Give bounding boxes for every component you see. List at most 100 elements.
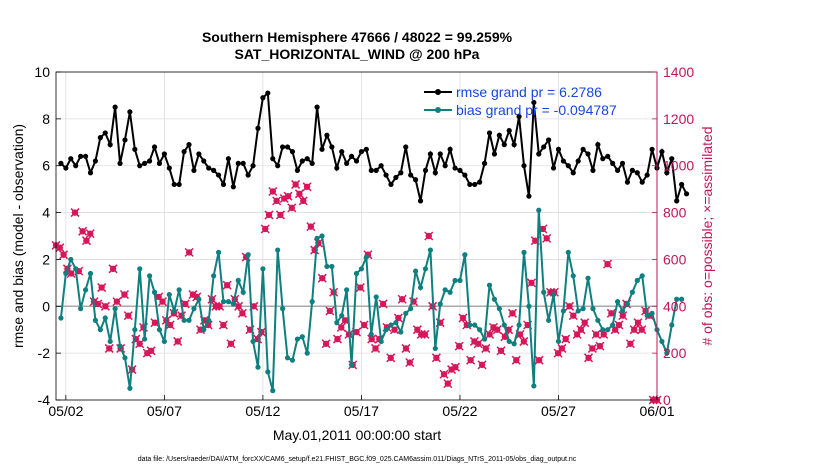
rmse-point bbox=[368, 167, 374, 173]
rmse-point bbox=[112, 104, 118, 110]
bias-point bbox=[68, 256, 74, 263]
bias-point bbox=[526, 303, 532, 309]
rmse-point bbox=[230, 184, 236, 190]
bias-point bbox=[610, 322, 616, 328]
rmse-point bbox=[186, 142, 192, 148]
bias-point bbox=[413, 268, 419, 274]
bias-point bbox=[472, 322, 478, 328]
bias-point bbox=[595, 317, 601, 323]
bias-point bbox=[280, 306, 286, 312]
rmse-point bbox=[63, 165, 69, 171]
bias-point bbox=[432, 345, 438, 352]
rmse-point bbox=[275, 163, 281, 169]
obs-assimilated-point bbox=[150, 318, 160, 328]
bias-point bbox=[511, 341, 517, 347]
right-y-tick-label: 800 bbox=[663, 205, 687, 221]
right-y-tick-label: 1000 bbox=[663, 158, 694, 174]
rmse-point bbox=[383, 172, 389, 178]
rmse-point bbox=[462, 172, 468, 178]
rmse-point bbox=[68, 156, 74, 162]
obs-assimilated-point bbox=[275, 210, 285, 220]
obs-assimilated-point bbox=[317, 273, 327, 283]
bias-point bbox=[575, 308, 581, 314]
rmse-point bbox=[299, 158, 305, 164]
rmse-point bbox=[171, 181, 177, 188]
obs-assimilated-point bbox=[332, 334, 343, 344]
bias-point bbox=[393, 320, 399, 326]
rmse-point bbox=[255, 125, 261, 131]
obs-assimilated-point bbox=[112, 297, 122, 307]
bias-point bbox=[250, 338, 256, 345]
obs-assimilated-point bbox=[401, 343, 411, 353]
bias-point bbox=[462, 252, 468, 258]
x-tick-label: 05/07 bbox=[147, 403, 182, 419]
obs-assimilated-point bbox=[587, 343, 597, 353]
rmse-point bbox=[403, 144, 409, 150]
rmse-point bbox=[614, 167, 621, 173]
bias-point bbox=[122, 355, 128, 361]
rmse-point bbox=[358, 149, 365, 155]
bias-point bbox=[388, 322, 394, 328]
bias-point bbox=[403, 310, 409, 316]
obs-assimilated-point bbox=[123, 311, 133, 321]
obs-assimilated-point bbox=[405, 357, 415, 368]
obs-assimilated-point bbox=[310, 245, 320, 255]
obs-assimilated-point bbox=[595, 341, 605, 351]
rmse-point bbox=[634, 170, 640, 176]
rmse-point bbox=[373, 167, 379, 173]
obs-assimilated-point bbox=[85, 229, 95, 239]
rmse-point bbox=[413, 177, 419, 183]
bias-point bbox=[102, 315, 108, 321]
bias-point bbox=[516, 322, 522, 328]
obs-assimilated-point bbox=[599, 329, 609, 339]
right-y-axis: 0 200 400 600 800 1000 1200 1400 bbox=[652, 64, 694, 408]
obs-assimilated-point bbox=[458, 313, 468, 323]
rmse-point bbox=[161, 151, 167, 157]
obs-assimilated-point bbox=[146, 346, 156, 356]
obs-assimilated-point bbox=[100, 301, 110, 311]
obs-assimilated-point bbox=[355, 283, 365, 293]
left-y-axis-label: rmse and bias (model - observation) bbox=[10, 124, 26, 348]
bias-point bbox=[417, 284, 424, 291]
rmse-point bbox=[196, 151, 202, 157]
legend-rmse-marker bbox=[435, 89, 441, 95]
obs-assimilated-point bbox=[321, 339, 331, 349]
bias-point bbox=[491, 296, 498, 302]
bias-point bbox=[674, 296, 680, 302]
bias-point bbox=[639, 273, 645, 279]
obs-assimilated-point bbox=[226, 339, 236, 349]
rmse-point bbox=[280, 144, 286, 150]
bias-point bbox=[368, 331, 374, 337]
obs-assimilated-point bbox=[534, 355, 544, 365]
rmse-point bbox=[437, 151, 443, 157]
rmse-point bbox=[536, 151, 542, 157]
rmse-point bbox=[240, 160, 246, 166]
bias-point bbox=[481, 336, 488, 342]
bias-point bbox=[230, 301, 236, 307]
rmse-point bbox=[309, 160, 315, 166]
rmse-point bbox=[304, 156, 310, 162]
bias-point bbox=[211, 273, 217, 279]
right-y-tick-label: 1200 bbox=[663, 111, 694, 127]
bias-point bbox=[215, 249, 222, 255]
legend-bias-label: bias grand pr = -0.094787 bbox=[456, 102, 617, 118]
bias-point bbox=[181, 317, 187, 323]
bias-point bbox=[186, 317, 192, 323]
bias-point bbox=[422, 266, 429, 272]
rmse-point bbox=[486, 130, 493, 136]
obs-assimilated-point bbox=[397, 294, 407, 304]
bias-point bbox=[555, 338, 562, 345]
bias-point bbox=[73, 266, 79, 272]
rmse-point bbox=[659, 149, 665, 155]
rmse-point bbox=[250, 163, 256, 169]
bias-point bbox=[324, 263, 330, 270]
obs-assimilated-point bbox=[625, 339, 635, 349]
bias-point bbox=[176, 287, 182, 293]
rmse-point bbox=[595, 142, 601, 148]
rmse-point bbox=[393, 174, 399, 181]
bias-point bbox=[191, 306, 197, 312]
rmse-point bbox=[541, 144, 547, 150]
bias-point bbox=[624, 301, 631, 307]
bias-point bbox=[309, 299, 315, 305]
rmse-point bbox=[600, 156, 606, 162]
